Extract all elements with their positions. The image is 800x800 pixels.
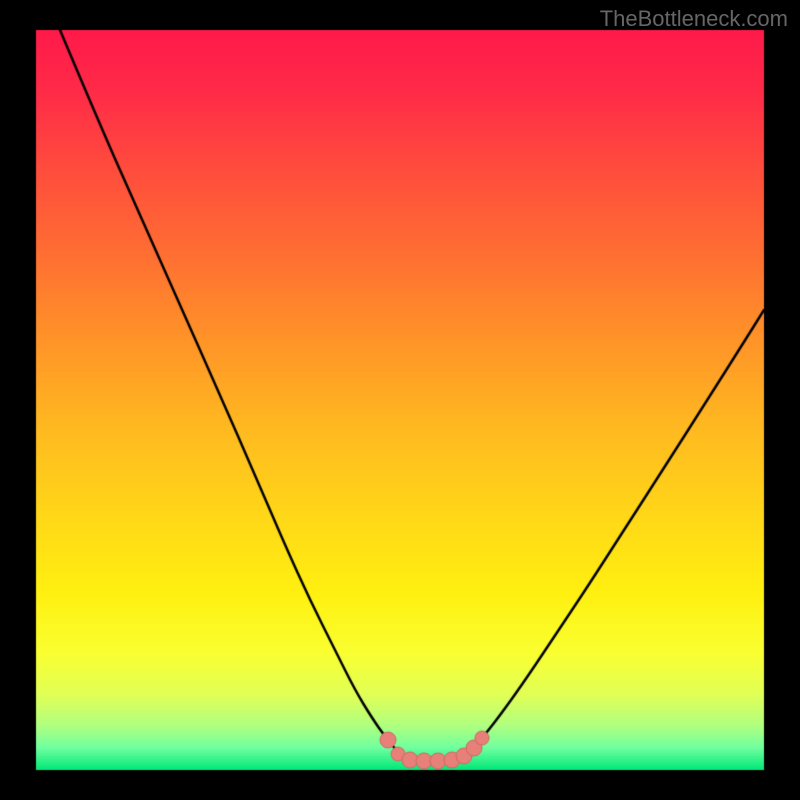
bottleneck-chart <box>0 0 800 800</box>
watermark-text: TheBottleneck.com <box>600 6 788 32</box>
chart-container: TheBottleneck.com <box>0 0 800 800</box>
